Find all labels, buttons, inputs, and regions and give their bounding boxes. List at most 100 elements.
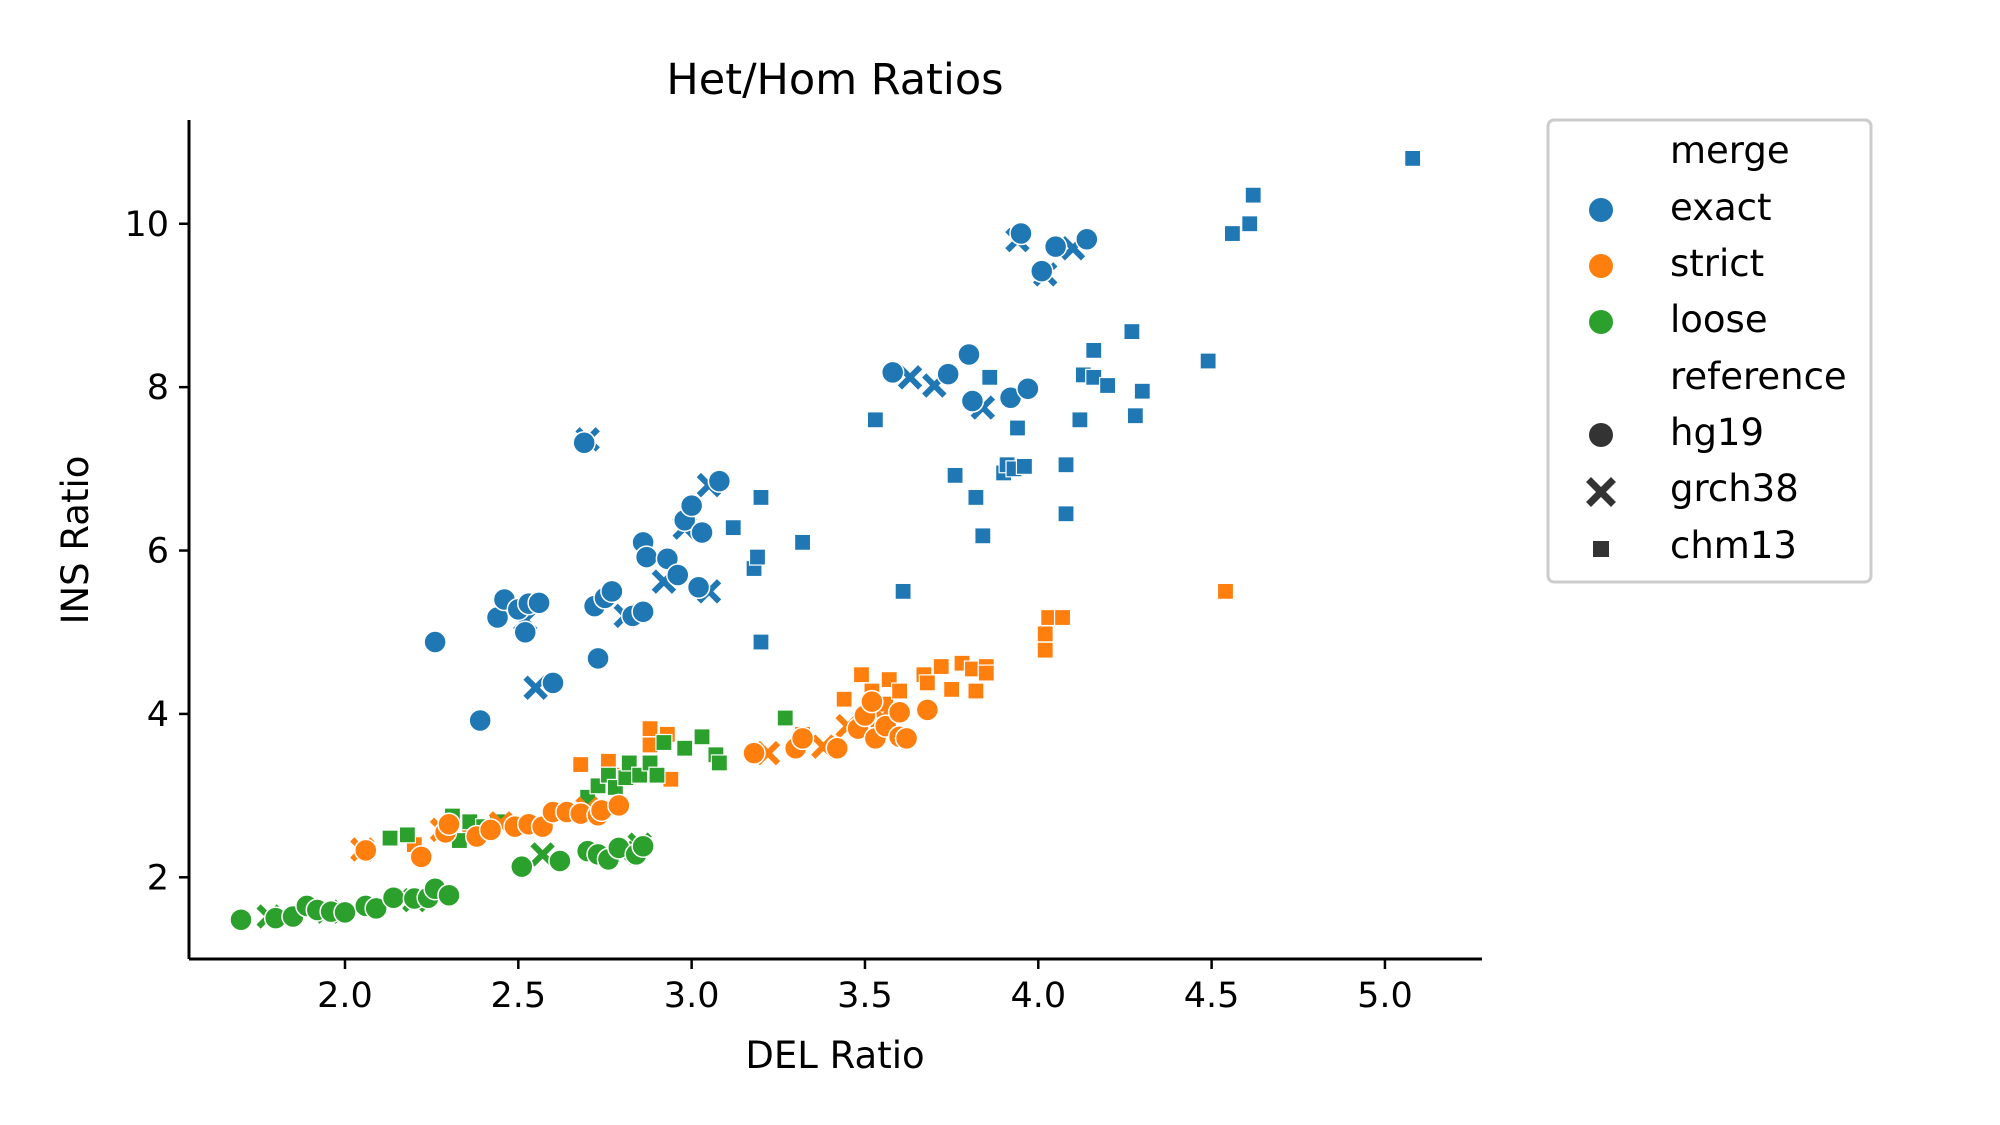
data-point-strict-hg19 — [915, 698, 940, 722]
data-point-exact-hg19 — [513, 620, 537, 644]
legend-hg19-label: hg19 — [1670, 411, 1764, 454]
legend: merge exact strict loose reference hg19 … — [1546, 118, 1873, 584]
data-point-loose-hg19 — [381, 885, 406, 910]
y-tick-label: 8 — [147, 368, 169, 408]
data-point-loose-chm13 — [655, 733, 673, 752]
data-point-exact-hg19 — [541, 671, 565, 695]
legend-loose-marker — [1589, 310, 1613, 334]
data-point-exact-chm13 — [793, 533, 812, 551]
data-point-strict-hg19 — [437, 812, 461, 836]
data-point-exact-chm13 — [1008, 419, 1027, 437]
chart-title: Het/Hom Ratios — [666, 55, 1003, 105]
data-point-loose-hg19 — [229, 908, 253, 932]
data-point-loose-chm13 — [693, 728, 711, 746]
y-tick-label: 2 — [147, 858, 169, 898]
data-point-exact-chm13 — [1071, 411, 1089, 429]
data-point-exact-chm13 — [1223, 224, 1242, 243]
data-point-exact-chm13 — [1404, 149, 1422, 167]
data-point-strict-hg19 — [607, 793, 631, 818]
data-point-exact-hg19 — [468, 708, 492, 733]
data-point-exact-chm13 — [724, 519, 742, 537]
data-point-exact-hg19 — [690, 520, 714, 545]
data-point-exact-chm13 — [752, 488, 770, 507]
data-point-exact-chm13 — [748, 548, 767, 566]
data-point-strict-chm13 — [835, 690, 853, 708]
y-tick-label: 6 — [147, 532, 169, 572]
legend-strict-label: strict — [1670, 242, 1764, 285]
x-tick-label: 2.5 — [490, 976, 546, 1016]
data-point-exact-chm13 — [1241, 215, 1259, 233]
data-point-exact-chm13 — [1085, 341, 1103, 359]
data-point-exact-hg19 — [600, 579, 624, 604]
data-point-strict-chm13 — [918, 674, 936, 692]
x-ticks: 2.0 2.5 3.0 3.5 4.0 4.5 5.0 — [317, 959, 1413, 1016]
y-ticks: 2 4 6 8 10 — [124, 205, 189, 898]
data-point-strict-chm13 — [932, 657, 950, 676]
data-point-loose-chm13 — [676, 739, 694, 757]
legend-exact-marker — [1589, 198, 1613, 222]
data-point-exact-chm13 — [1133, 382, 1151, 400]
data-point-exact-hg19 — [1075, 227, 1099, 252]
data-point-exact-grch38 — [897, 365, 923, 390]
data-point-exact-hg19 — [634, 545, 659, 569]
data-point-strict-hg19 — [409, 845, 434, 869]
data-point-strict-hg19 — [894, 726, 919, 751]
data-points — [229, 149, 1422, 932]
data-point-loose-chm13 — [398, 826, 416, 844]
data-point-exact-chm13 — [1123, 322, 1141, 341]
data-point-exact-hg19 — [666, 563, 690, 587]
data-point-exact-chm13 — [981, 368, 999, 386]
data-point-loose-hg19 — [364, 896, 388, 921]
data-point-loose-hg19 — [437, 883, 461, 908]
data-point-exact-hg19 — [957, 342, 981, 367]
data-point-exact-chm13 — [1057, 505, 1075, 523]
data-point-strict-chm13 — [943, 680, 961, 699]
legend-chm13-label: chm13 — [1670, 524, 1797, 567]
data-point-strict-hg19 — [742, 741, 766, 765]
data-point-strict-hg19 — [887, 700, 912, 725]
x-tick-label: 4.5 — [1184, 976, 1240, 1016]
data-point-exact-chm13 — [967, 488, 985, 507]
data-point-exact-chm13 — [946, 466, 964, 484]
legend-loose-label: loose — [1670, 298, 1768, 341]
data-point-strict-chm13 — [852, 666, 871, 684]
data-point-strict-chm13 — [891, 682, 909, 700]
data-point-exact-chm13 — [752, 633, 770, 651]
x-tick-label: 2.0 — [317, 976, 373, 1016]
data-point-strict-chm13 — [572, 755, 590, 774]
data-point-exact-hg19 — [936, 362, 960, 386]
x-tick-label: 3.5 — [837, 976, 893, 1016]
x-tick-label: 5.0 — [1357, 976, 1413, 1016]
data-point-strict-chm13 — [1036, 625, 1054, 643]
legend-exact-label: exact — [1670, 186, 1772, 229]
data-point-loose-hg19 — [510, 854, 534, 879]
data-point-exact-hg19 — [423, 630, 447, 654]
data-point-strict-hg19 — [478, 818, 503, 842]
legend-strict-marker — [1589, 254, 1613, 278]
data-point-loose-hg19 — [631, 834, 655, 859]
axes — [187, 120, 1482, 961]
legend-grch38-marker — [1586, 477, 1616, 507]
x-axis-title: DEL Ratio — [745, 1034, 924, 1077]
data-point-loose-hg19 — [548, 849, 572, 873]
data-point-strict-chm13 — [967, 682, 985, 700]
y-axis-title: INS Ratio — [54, 456, 97, 625]
x-tick-label: 3.0 — [664, 976, 720, 1016]
data-point-strict-chm13 — [1216, 582, 1235, 600]
data-point-exact-chm13 — [866, 411, 884, 429]
data-point-exact-hg19 — [1009, 221, 1033, 246]
data-point-strict-hg19 — [860, 689, 884, 714]
data-point-strict-hg19 — [354, 838, 378, 863]
data-point-exact-chm13 — [1057, 456, 1075, 474]
data-point-exact-chm13 — [1199, 352, 1217, 370]
data-point-strict-chm13 — [1036, 641, 1054, 659]
data-point-exact-hg19 — [572, 430, 596, 455]
data-point-exact-chm13 — [974, 527, 992, 545]
data-point-exact-hg19 — [1016, 377, 1040, 401]
legend-hue-title: merge — [1670, 129, 1790, 172]
data-point-exact-hg19 — [1030, 259, 1054, 283]
data-point-exact-chm13 — [1099, 376, 1117, 395]
data-point-exact-hg19 — [527, 591, 551, 615]
data-point-strict-chm13 — [977, 664, 995, 682]
